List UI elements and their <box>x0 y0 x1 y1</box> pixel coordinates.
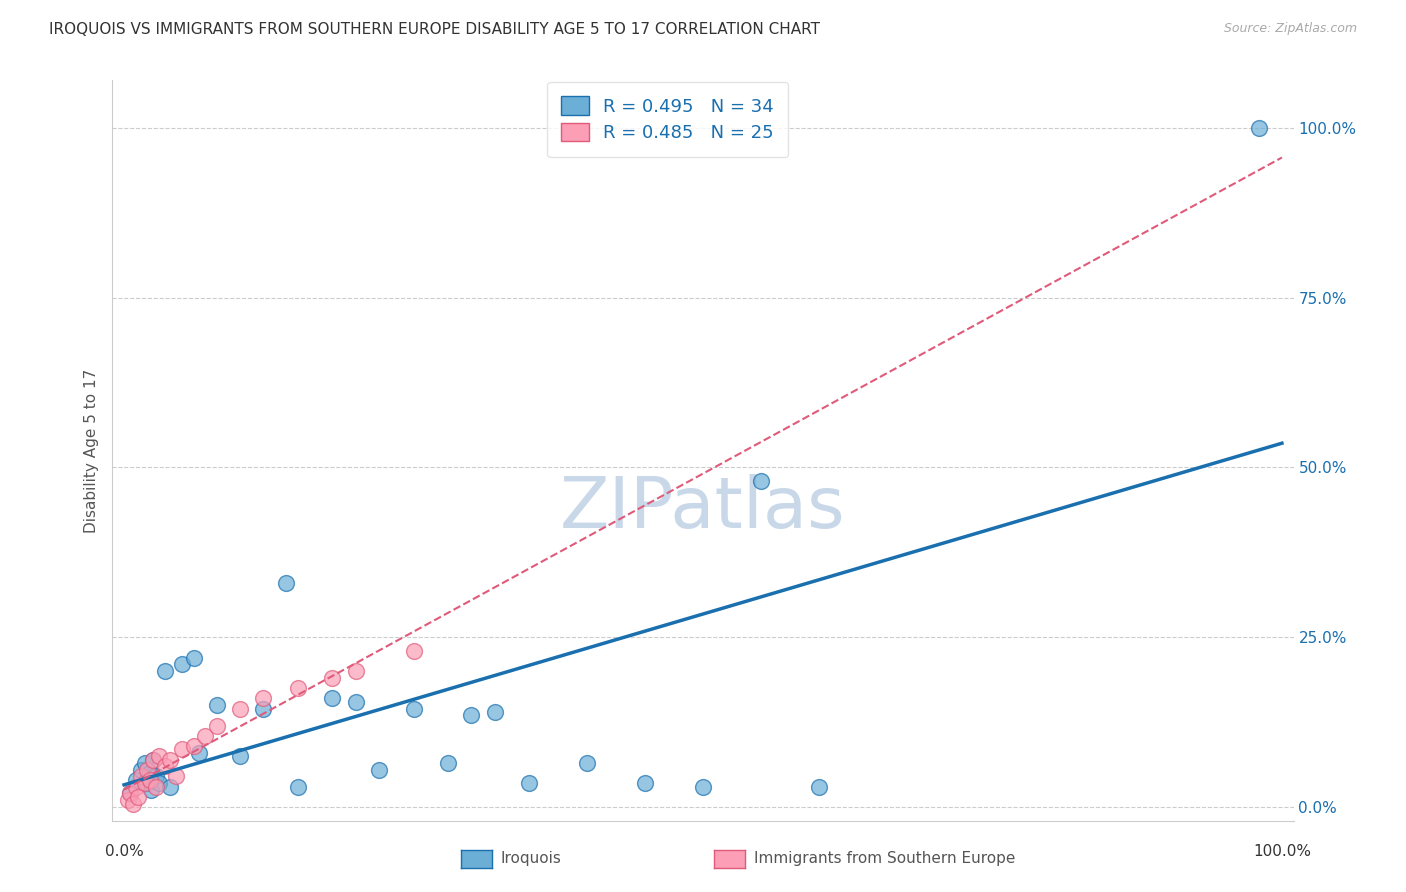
Point <box>807 780 830 794</box>
Point <box>117 793 139 807</box>
Point <box>122 797 145 811</box>
Point <box>367 763 389 777</box>
Point <box>159 752 181 766</box>
Point <box>484 705 506 719</box>
Point <box>131 770 153 784</box>
Point <box>139 783 162 797</box>
Point <box>138 766 160 780</box>
Text: Immigrants from Southern Europe: Immigrants from Southern Europe <box>754 852 1015 866</box>
Point <box>124 780 146 794</box>
Point <box>142 752 165 766</box>
Point <box>188 746 211 760</box>
Point <box>170 742 193 756</box>
Text: 0.0%: 0.0% <box>104 845 143 859</box>
Point <box>138 772 160 787</box>
Point <box>165 770 187 784</box>
Point <box>194 729 217 743</box>
Point <box>134 756 156 770</box>
Point <box>229 749 252 764</box>
Point <box>321 671 343 685</box>
Point <box>517 776 540 790</box>
Point <box>205 698 228 713</box>
Text: ZIPatlas: ZIPatlas <box>560 474 846 542</box>
Point <box>118 787 141 801</box>
Point <box>252 701 274 715</box>
Point <box>124 772 146 787</box>
Point <box>344 664 367 678</box>
Point <box>183 650 205 665</box>
Text: Source: ZipAtlas.com: Source: ZipAtlas.com <box>1223 22 1357 36</box>
Point <box>127 789 149 804</box>
Point <box>159 780 181 794</box>
Point <box>148 749 170 764</box>
Point <box>145 770 167 784</box>
Text: 100.0%: 100.0% <box>1253 845 1310 859</box>
Point <box>136 763 159 777</box>
Point <box>344 695 367 709</box>
Point <box>153 759 176 773</box>
Point <box>460 708 482 723</box>
Text: IROQUOIS VS IMMIGRANTS FROM SOUTHERN EUROPE DISABILITY AGE 5 TO 17 CORRELATION C: IROQUOIS VS IMMIGRANTS FROM SOUTHERN EUR… <box>49 22 820 37</box>
Point <box>1247 120 1270 135</box>
Point <box>229 701 252 715</box>
Point <box>170 657 193 672</box>
Point <box>131 763 153 777</box>
Point <box>437 756 460 770</box>
Point <box>749 474 772 488</box>
Point <box>402 701 425 715</box>
Point <box>136 776 159 790</box>
Legend: R = 0.495   N = 34, R = 0.485   N = 25: R = 0.495 N = 34, R = 0.485 N = 25 <box>547 82 789 157</box>
Point <box>142 752 165 766</box>
Y-axis label: Disability Age 5 to 17: Disability Age 5 to 17 <box>83 368 98 533</box>
Point <box>692 780 714 794</box>
Point <box>183 739 205 753</box>
Point <box>153 664 176 678</box>
Point <box>276 575 298 590</box>
Point <box>145 780 167 794</box>
Point <box>287 780 309 794</box>
Point <box>576 756 599 770</box>
Point <box>134 776 156 790</box>
Point <box>148 776 170 790</box>
Point <box>205 718 228 732</box>
Point <box>252 691 274 706</box>
Point <box>118 787 141 801</box>
Text: Iroquois: Iroquois <box>501 852 561 866</box>
Point <box>321 691 343 706</box>
Point <box>287 681 309 696</box>
Point <box>634 776 657 790</box>
Point <box>402 644 425 658</box>
